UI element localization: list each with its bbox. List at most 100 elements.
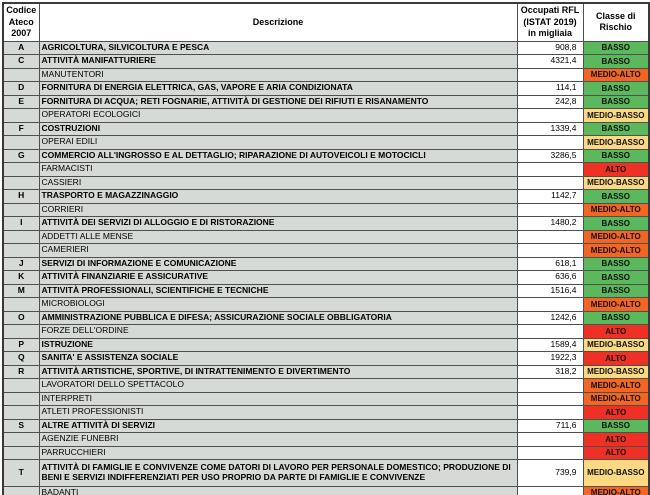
desc-cell: ATLETI PROFESSIONISTI	[38, 405, 518, 420]
risk-class-cell: BASSO	[582, 54, 650, 69]
desc-cell: INTERPRETI	[38, 391, 518, 406]
risk-class-cell: BASSO	[582, 310, 650, 325]
risk-class-cell: ALTO	[582, 324, 650, 339]
desc-cell: MANUTENTORI	[38, 67, 518, 82]
code-cell	[2, 175, 40, 190]
code-cell: A	[2, 40, 40, 55]
desc-cell: FARMACISTI	[38, 162, 518, 177]
occupation-row: FORZE DELL'ORDINE ALTO	[2, 324, 650, 339]
risk-class-cell: MEDIO-BASSO	[582, 337, 650, 352]
code-cell: M	[2, 283, 40, 298]
occupati-cell: 739,9	[516, 459, 584, 487]
risk-class-cell: MEDIO-ALTO	[582, 229, 650, 244]
risk-class-cell: BASSO	[582, 40, 650, 55]
desc-cell: ATTIVITÀ PROFESSIONALI, SCIENTIFICHE E T…	[38, 283, 518, 298]
header-descrizione: Descrizione	[38, 2, 518, 42]
occupati-cell: 4321,4	[516, 54, 584, 69]
desc-cell: COSTRUZIONI	[38, 121, 518, 136]
occupation-row: ADDETTI ALLE MENSE MEDIO-ALTO	[2, 229, 650, 244]
header-codice-ateco: Codice Ateco 2007	[2, 2, 40, 42]
sector-row: K ATTIVITÀ FINANZIARIE E ASSICURATIVE 636,…	[2, 270, 650, 285]
occupation-row: CASSIERI MEDIO-BASSO	[2, 175, 650, 190]
sector-row: I ATTIVITÀ DEI SERVIZI DI ALLOGGIO E DI R…	[2, 216, 650, 231]
header-classe-rischio: Classe di Rischio	[582, 2, 650, 42]
risk-class-cell: BASSO	[582, 270, 650, 285]
risk-class-cell: ALTO	[582, 445, 650, 460]
occupati-cell: 636,6	[516, 270, 584, 285]
risk-class-cell: MEDIO-BASSO	[582, 108, 650, 123]
risk-class-cell: BASSO	[582, 256, 650, 271]
code-cell: H	[2, 189, 40, 204]
desc-cell: CORRIERI	[38, 202, 518, 217]
sector-row: C ATTIVITÀ MANIFATTURIERE 4321,4 BASSO	[2, 54, 650, 69]
occupati-cell: 1516,4	[516, 283, 584, 298]
code-cell	[2, 297, 40, 312]
occupati-cell	[516, 162, 584, 177]
occupati-cell: 1480,2	[516, 216, 584, 231]
occupati-cell: 711,6	[516, 418, 584, 433]
code-cell: D	[2, 81, 40, 96]
code-cell: K	[2, 270, 40, 285]
occupati-cell	[516, 432, 584, 447]
code-cell	[2, 67, 40, 82]
occupati-cell: 618,1	[516, 256, 584, 271]
desc-cell: ATTIVITÀ DI FAMIGLIE E CONVIVENZE COME D…	[38, 459, 518, 487]
risk-class-cell: BASSO	[582, 121, 650, 136]
occupati-cell: 908,8	[516, 40, 584, 55]
occupati-cell: 1142,7	[516, 189, 584, 204]
desc-cell: OPERAI EDILI	[38, 135, 518, 150]
code-cell: O	[2, 310, 40, 325]
desc-cell: FORZE DELL'ORDINE	[38, 324, 518, 339]
code-cell: J	[2, 256, 40, 271]
sector-row: P ISTRUZIONE 1589,4 MEDIO-BASSO	[2, 337, 650, 352]
sector-row: G COMMERCIO ALL'INGROSSO E AL DETTAGLIO; …	[2, 148, 650, 163]
risk-class-cell: BASSO	[582, 216, 650, 231]
sector-row: S ALTRE ATTIVITÀ DI SERVIZI 711,6 BASSO	[2, 418, 650, 433]
sector-row: T ATTIVITÀ DI FAMIGLIE E CONVIVENZE COME …	[2, 459, 650, 487]
occupati-cell	[516, 175, 584, 190]
sector-row: M ATTIVITÀ PROFESSIONALI, SCIENTIFICHE E …	[2, 283, 650, 298]
occupation-row: MANUTENTORI MEDIO-ALTO	[2, 67, 650, 82]
code-cell	[2, 486, 40, 495]
desc-cell: PARRUCCHIERI	[38, 445, 518, 460]
risk-class-cell: MEDIO-BASSO	[582, 135, 650, 150]
occupation-row: INTERPRETI MEDIO-ALTO	[2, 391, 650, 406]
code-cell: T	[2, 459, 40, 487]
occupation-row: OPERATORI ECOLOGICI MEDIO-BASSO	[2, 108, 650, 123]
occupati-cell: 1589,4	[516, 337, 584, 352]
risk-class-cell: MEDIO-BASSO	[582, 175, 650, 190]
risk-class-cell: ALTO	[582, 405, 650, 420]
desc-cell: ALTRE ATTIVITÀ DI SERVIZI	[38, 418, 518, 433]
risk-class-cell: MEDIO-ALTO	[582, 243, 650, 258]
code-cell: Q	[2, 351, 40, 366]
risk-class-cell: BASSO	[582, 189, 650, 204]
desc-cell: LAVORATORI DELLO SPETTACOLO	[38, 378, 518, 393]
desc-cell: ATTIVITÀ ARTISTICHE, SPORTIVE, DI INTRAT…	[38, 364, 518, 379]
risk-class-cell: BASSO	[582, 81, 650, 96]
sector-row: E FORNITURA DI ACQUA; RETI FOGNARIE, ATTI…	[2, 94, 650, 109]
code-cell: E	[2, 94, 40, 109]
sector-row: R ATTIVITÀ ARTISTICHE, SPORTIVE, DI INTRA…	[2, 364, 650, 379]
risk-class-cell: MEDIO-ALTO	[582, 67, 650, 82]
risk-class-cell: MEDIO-ALTO	[582, 486, 650, 495]
code-cell	[2, 378, 40, 393]
occupati-cell	[516, 202, 584, 217]
sector-row: A AGRICOLTURA, SILVICOLTURA E PESCA 908,8 B…	[2, 40, 650, 55]
desc-cell: SERVIZI DI INFORMAZIONE E COMUNICAZIONE	[38, 256, 518, 271]
occupati-cell	[516, 67, 584, 82]
code-cell	[2, 108, 40, 123]
risk-class-cell: MEDIO-BASSO	[582, 459, 650, 487]
occupati-cell	[516, 405, 584, 420]
occupation-row: ATLETI PROFESSIONISTI ALTO	[2, 405, 650, 420]
occupation-row: AGENZIE FUNEBRI ALTO	[2, 432, 650, 447]
desc-cell: AGENZIE FUNEBRI	[38, 432, 518, 447]
occupation-row: PARRUCCHIERI ALTO	[2, 445, 650, 460]
code-cell	[2, 405, 40, 420]
risk-class-cell: MEDIO-ALTO	[582, 378, 650, 393]
occupati-cell: 3286,5	[516, 148, 584, 163]
occupation-row: BADANTI MEDIO-ALTO	[2, 486, 650, 495]
occupati-cell: 1339,4	[516, 121, 584, 136]
occupati-cell: 1242,6	[516, 310, 584, 325]
sector-row: F COSTRUZIONI 1339,4 BASSO	[2, 121, 650, 136]
